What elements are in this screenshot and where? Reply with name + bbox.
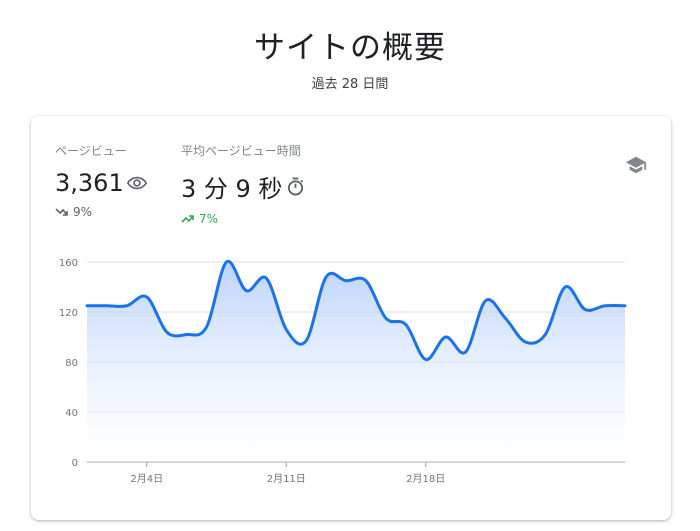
metric-pageviews: ページビュー 3,361 9% (55, 142, 147, 219)
graduation-cap-icon[interactable] (625, 154, 647, 176)
metric-value: 3,361 (55, 169, 124, 197)
eye-icon (126, 176, 147, 190)
timer-icon (287, 177, 304, 196)
metric-value: 3 分 9 秒 (181, 175, 283, 203)
site-overview-card: ページビュー 3,361 9% 平均ページビュー時間 3 分 9 秒 (31, 116, 671, 520)
metric-change: 9% (73, 205, 93, 219)
trend-down-icon (55, 208, 68, 216)
x-tick-label: 2月11日 (267, 473, 306, 485)
x-tick-label: 2月4日 (130, 473, 163, 485)
y-tick-label: 0 (72, 458, 78, 469)
page-subtitle: 過去 28 日間 (311, 77, 389, 92)
y-tick-label: 40 (65, 408, 78, 419)
metric-label: 平均ページビュー時間 (181, 144, 301, 158)
trend-up-icon (181, 215, 194, 223)
page-title: サイトの概要 (254, 30, 446, 66)
series-area (87, 261, 625, 462)
y-tick-label: 160 (59, 258, 78, 269)
pageviews-chart: 0 40 80 120 160 2月4日 2月11日 2月18日 (59, 258, 627, 485)
metric-avg-time: 平均ページビュー時間 3 分 9 秒 7% (181, 142, 304, 226)
x-tick-label: 2月18日 (406, 473, 445, 485)
metric-label: ページビュー (55, 144, 127, 158)
y-tick-label: 120 (59, 308, 78, 319)
y-tick-label: 80 (65, 358, 78, 369)
metric-change: 7% (199, 212, 219, 226)
series-line (85, 259, 627, 361)
